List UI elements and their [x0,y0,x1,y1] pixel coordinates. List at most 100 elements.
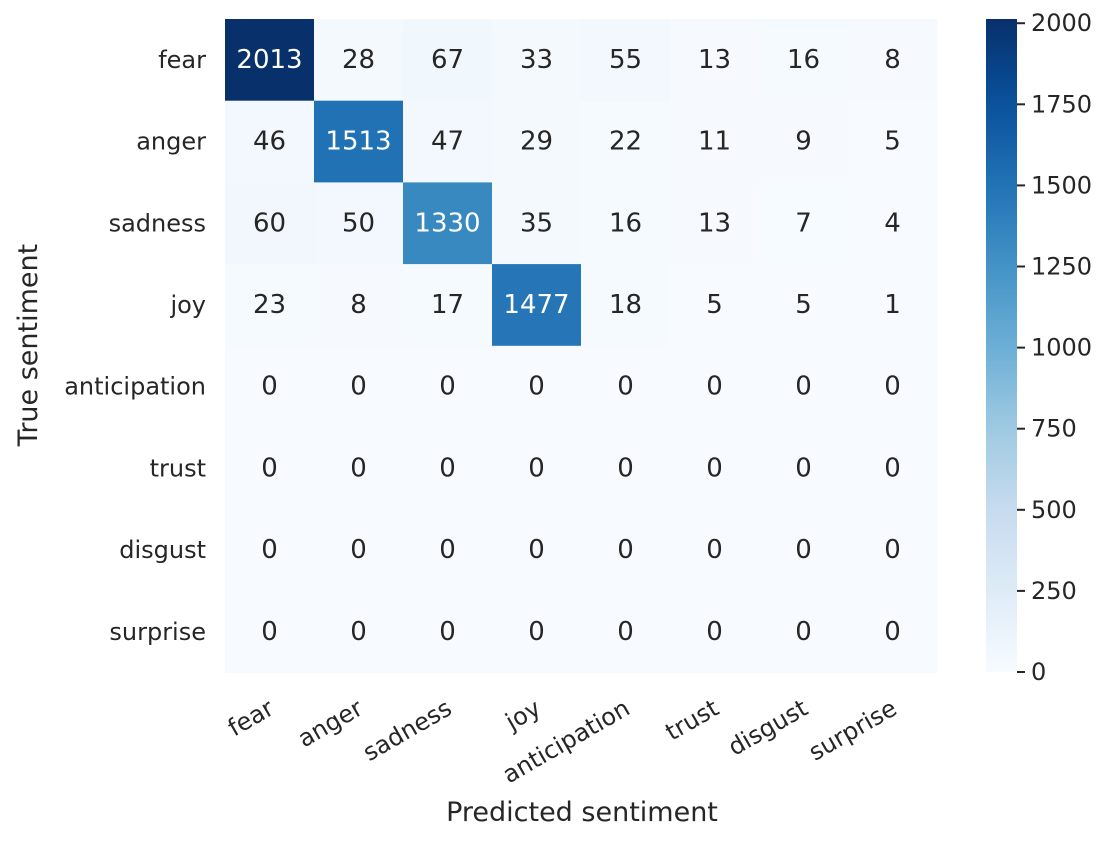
heatmap-cell-r7-c3 [492,590,582,674]
heatmap-cell-r7-c1 [314,590,404,674]
colorbar-tick-label-750: 750 [1031,415,1077,443]
heatmap-cell-r2-c3 [492,182,582,265]
heatmap-cell-r1-c4 [581,100,671,183]
heatmap-cell-value-r4-c3: 0 [528,372,545,402]
heatmap-cell-r7-c6 [759,590,849,674]
heatmap-cell-value-r2-c2: 1330 [414,208,480,238]
y-tick-label-joy: joy [169,291,206,319]
heatmap-cell-r5-c0 [225,427,315,510]
heatmap-cell-value-r7-c0: 0 [261,617,278,647]
heatmap-cell-value-r5-c3: 0 [528,453,545,483]
heatmap-cell-value-r3-c7: 1 [884,290,901,320]
heatmap-cell-value-r4-c2: 0 [439,372,456,402]
heatmap-cell-value-r2-c3: 35 [520,208,553,238]
heatmap-cell-value-r0-c2: 67 [431,45,464,75]
y-tick-labels: fear anger sadness joy anticipation trust disg… [64,46,206,646]
heatmap-cell-value-r1-c3: 29 [520,127,553,157]
heatmap-cell-r4-c0 [225,345,315,429]
heatmap-cell-r4-c6 [759,345,849,429]
heatmap-cell-value-r0-c3: 33 [520,45,553,75]
x-tick-label-anger: anger [293,694,368,753]
x-tick-label-joy: joy [500,694,546,737]
heatmap-cell-value-r6-c7: 0 [884,535,901,565]
heatmap-cell-r0-c5 [670,19,760,102]
heatmap-cell-value-r7-c3: 0 [528,617,545,647]
heatmap-cell-r5-c3 [492,427,582,510]
heatmap-cell-value-r2-c1: 50 [342,208,375,238]
y-tick-label-sadness: sadness [109,209,206,237]
heatmap-cell-value-r3-c0: 23 [253,290,286,320]
heatmap-cell-r2-c7 [848,182,938,265]
heatmap-cell-value-r5-c1: 0 [350,453,367,483]
heatmap-cell-r2-c6 [759,182,849,265]
heatmap-cell-r6-c4 [581,509,671,592]
heatmap-cell-r4-c7 [848,345,938,429]
heatmap-cell-value-r0-c4: 55 [609,45,642,75]
heatmap-cell-value-r3-c4: 18 [609,290,642,320]
heatmap-cell-r1-c3 [492,100,582,183]
heatmap-cell-r2-c5 [670,182,760,265]
y-tick-label-anticipation: anticipation [64,373,206,401]
x-tick-label-fear: fear [223,694,279,742]
heatmap-cell-r6-c5 [670,509,760,592]
heatmap-cell-r1-c5 [670,100,760,183]
heatmap-cell-r3-c3 [492,264,582,347]
heatmap-cell-value-r0-c7: 8 [884,45,901,75]
heatmap-cell-value-r7-c7: 0 [884,617,901,647]
heatmap-cell-value-r6-c4: 0 [617,535,634,565]
heatmap-cell-r3-c5 [670,264,760,347]
heatmap-cell-value-r2-c0: 60 [253,208,286,238]
x-tick-label-disgust: disgust [723,694,812,762]
heatmap-cell-r5-c4 [581,427,671,510]
colorbar-tick-label-0: 0 [1031,658,1046,686]
heatmap-cell-value-r6-c3: 0 [528,535,545,565]
heatmap-cell-value-r6-c2: 0 [439,535,456,565]
y-tick-label-fear: fear [158,46,206,74]
heatmap-cell-r3-c0 [225,264,315,347]
heatmap-cell-r7-c4 [581,590,671,674]
heatmap-cell-value-r4-c5: 0 [706,372,723,402]
heatmap-cell-value-r4-c4: 0 [617,372,634,402]
heatmap-cell-r4-c4 [581,345,671,429]
heatmap-cell-r7-c7 [848,590,938,674]
heatmap-cell-value-r0-c6: 16 [787,45,820,75]
heatmap-cell-value-r5-c7: 0 [884,453,901,483]
heatmap-cell-value-r2-c7: 4 [884,208,901,238]
heatmap-cells [225,19,938,674]
heatmap-cell-value-r4-c7: 0 [884,372,901,402]
heatmap-cell-value-r5-c2: 0 [439,453,456,483]
heatmap-cell-r3-c6 [759,264,849,347]
heatmap-cell-r1-c2 [403,100,493,183]
x-axis-title: Predicted sentiment [446,797,718,828]
heatmap-cell-r2-c1 [314,182,404,265]
y-tick-label-disgust: disgust [119,536,206,564]
heatmap-cell-r4-c1 [314,345,404,429]
heatmap-cell-value-r4-c1: 0 [350,372,367,402]
heatmap-cell-value-r5-c5: 0 [706,453,723,483]
heatmap-cell-value-r1-c4: 22 [609,127,642,157]
heatmap-cell-r6-c3 [492,509,582,592]
heatmap-cell-r2-c2 [403,182,493,265]
heatmap-cell-r3-c1 [314,264,404,347]
colorbar-tick-label-1750: 1750 [1031,90,1092,118]
heatmap-cell-value-r6-c6: 0 [795,535,812,565]
y-tick-label-trust: trust [150,454,206,482]
colorbar-tick-label-1250: 1250 [1031,253,1092,281]
heatmap-cell-value-r6-c0: 0 [261,535,278,565]
heatmap-cell-r6-c1 [314,509,404,592]
heatmap-cell-r0-c6 [759,19,849,102]
heatmap-cell-r5-c6 [759,427,849,510]
heatmap-cell-r1-c6 [759,100,849,183]
heatmap-cell-r0-c1 [314,19,404,102]
heatmap-cell-r5-c2 [403,427,493,510]
heatmap-cell-value-r3-c2: 17 [431,290,464,320]
heatmap-cell-value-r5-c4: 0 [617,453,634,483]
colorbar [986,19,1017,672]
heatmap-cell-r3-c2 [403,264,493,347]
heatmap-cell-value-r7-c1: 0 [350,617,367,647]
heatmap-cell-r3-c4 [581,264,671,347]
heatmap-cell-r1-c0 [225,100,315,183]
heatmap-cell-value-r2-c5: 13 [698,208,731,238]
heatmap-cell-labels: 2013 28 67 33 55 13 16 846 1513 47 29 22 11 9 560 50 133… [236,45,900,647]
heatmap-cell-r7-c5 [670,590,760,674]
